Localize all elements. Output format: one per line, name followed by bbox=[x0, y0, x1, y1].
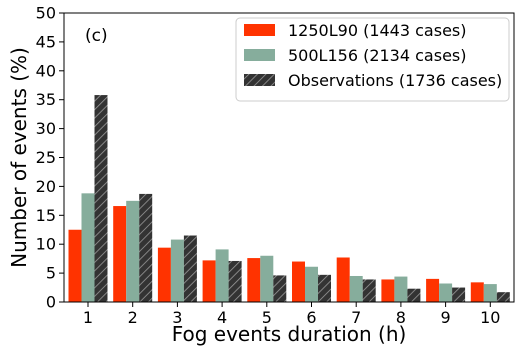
legend: 1250L90 (1443 cases) 500L156 (2134 cases)… bbox=[235, 17, 510, 102]
x-tick-label: 1 bbox=[83, 308, 93, 327]
y-tick-label: 25 bbox=[36, 148, 56, 167]
y-tick-label: 45 bbox=[36, 32, 56, 51]
bar-series-2-7 bbox=[349, 275, 363, 302]
x-tick-label: 3 bbox=[172, 308, 182, 327]
legend-swatch-1 bbox=[244, 24, 275, 36]
x-axis: 1 2 3 4 5 6 7 8 9 10 bbox=[83, 302, 500, 327]
bar-series-2-3 bbox=[170, 239, 184, 302]
legend-swatch-3 bbox=[244, 74, 275, 86]
bar-series-1-1 bbox=[68, 229, 82, 302]
bar-series-2-6 bbox=[305, 266, 318, 302]
bar-series-2-5 bbox=[260, 255, 274, 302]
y-tick-label: 20 bbox=[36, 177, 56, 196]
x-tick-label: 10 bbox=[480, 308, 500, 327]
bar-series-2-2 bbox=[126, 200, 140, 302]
y-tick-label: 50 bbox=[36, 4, 56, 23]
x-tick-label: 8 bbox=[396, 308, 406, 327]
bar-series-1-5 bbox=[247, 258, 261, 302]
bar-series-3-4 bbox=[228, 260, 242, 302]
bar-series-3-6 bbox=[318, 274, 331, 302]
bar-series-3-9 bbox=[452, 287, 466, 302]
legend-box bbox=[235, 17, 510, 102]
bar-series-1-8 bbox=[381, 279, 395, 302]
x-tick-label: 5 bbox=[262, 308, 272, 327]
bar-series-1-6 bbox=[292, 261, 305, 302]
bar-series-3-5 bbox=[273, 275, 287, 302]
x-tick-label: 2 bbox=[128, 308, 138, 327]
y-tick-label: 10 bbox=[36, 235, 56, 254]
bar-series-3-7 bbox=[362, 279, 376, 302]
bar-series-1-9 bbox=[426, 278, 440, 302]
legend-label-1: 1250L90 (1443 cases) bbox=[288, 21, 466, 40]
bar-series-3-10 bbox=[496, 292, 510, 302]
x-tick-label: 9 bbox=[441, 308, 451, 327]
bar-series-1-4 bbox=[202, 260, 216, 302]
bar-series-3-8 bbox=[407, 288, 421, 302]
bar-series-3-3 bbox=[183, 235, 197, 302]
bar-series-2-8 bbox=[394, 276, 408, 302]
bar-series-2-4 bbox=[215, 249, 229, 302]
bar-series-1-3 bbox=[157, 247, 171, 302]
y-axis: 0 5 10 15 20 25 30 35 40 45 50 bbox=[36, 4, 64, 312]
y-tick-label: 0 bbox=[46, 293, 56, 312]
bars-group bbox=[68, 95, 510, 303]
x-tick-label: 7 bbox=[351, 308, 361, 327]
bar-series-2-1 bbox=[81, 193, 95, 302]
x-axis-label: Fog events duration (h) bbox=[172, 322, 407, 346]
bar-series-1-7 bbox=[336, 257, 350, 302]
bar-series-2-10 bbox=[483, 284, 497, 302]
bar-series-3-1 bbox=[94, 95, 108, 303]
y-tick-label: 5 bbox=[46, 264, 56, 283]
panel-label: (c) bbox=[85, 26, 108, 46]
plot-frame bbox=[63, 12, 515, 303]
x-tick-label: 6 bbox=[306, 308, 316, 327]
legend-label-2: 500L156 (2134 cases) bbox=[288, 46, 466, 65]
y-tick-label: 15 bbox=[36, 206, 56, 225]
y-tick-label: 30 bbox=[36, 119, 56, 138]
bar-series-1-2 bbox=[113, 206, 127, 302]
bar-series-3-2 bbox=[139, 193, 153, 302]
x-tick-label: 4 bbox=[217, 308, 227, 327]
legend-label-3: Observations (1736 cases) bbox=[288, 71, 502, 90]
y-tick-label: 40 bbox=[36, 61, 56, 80]
bar-series-2-9 bbox=[439, 283, 453, 302]
bar-series-1-10 bbox=[470, 282, 484, 302]
y-tick-label: 35 bbox=[36, 90, 56, 109]
y-axis-label: Number of events (%) bbox=[7, 47, 31, 268]
legend-swatch-2 bbox=[244, 49, 275, 61]
